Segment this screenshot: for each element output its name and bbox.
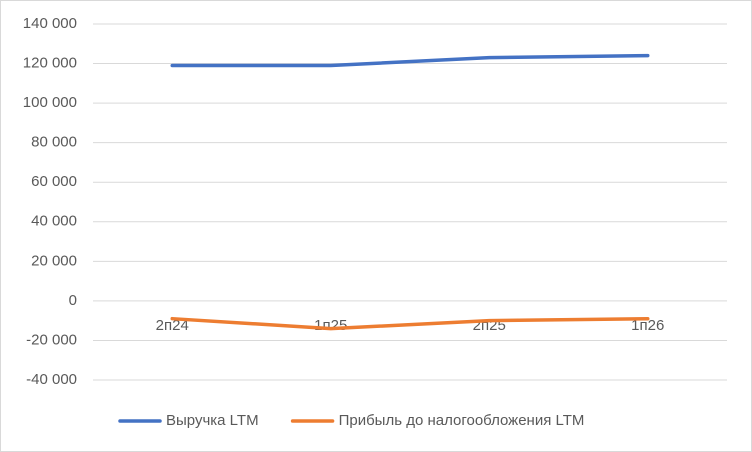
y-tick-label: 80 000 bbox=[31, 134, 77, 151]
y-tick-label: 100 000 bbox=[23, 94, 77, 111]
x-tick-label: 1п26 bbox=[631, 317, 664, 334]
x-tick-label: 1п25 bbox=[314, 317, 347, 334]
y-tick-label: 0 bbox=[69, 292, 77, 309]
y-tick-label: 40 000 bbox=[31, 213, 77, 230]
series-line bbox=[170, 316, 650, 331]
y-tick-label: 120 000 bbox=[23, 55, 77, 72]
legend-label: Прибыль до налогообложения LTM bbox=[339, 412, 585, 429]
y-tick-label: -20 000 bbox=[26, 331, 77, 348]
legend-label: Выручка LTM bbox=[166, 412, 259, 429]
y-tick-label: 60 000 bbox=[31, 173, 77, 190]
series-line bbox=[170, 53, 650, 68]
y-tick-label: 20 000 bbox=[31, 252, 77, 269]
y-tick-label: -40 000 bbox=[26, 371, 77, 388]
y-tick-label: 140 000 bbox=[23, 15, 77, 32]
x-tick-label: 2п24 bbox=[156, 317, 189, 334]
